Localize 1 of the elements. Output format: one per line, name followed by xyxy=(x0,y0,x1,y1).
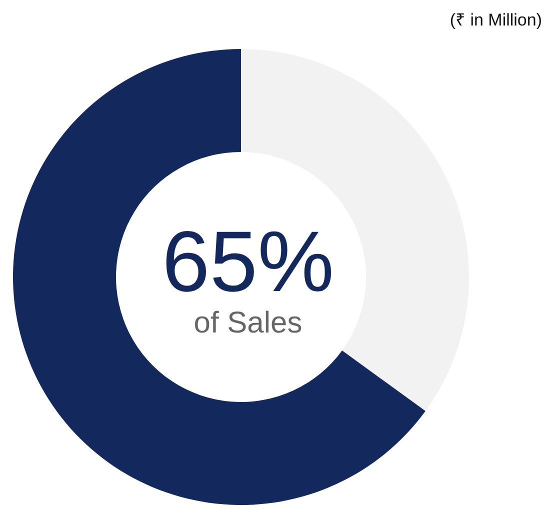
text: (₹ in Million) xyxy=(450,10,542,30)
